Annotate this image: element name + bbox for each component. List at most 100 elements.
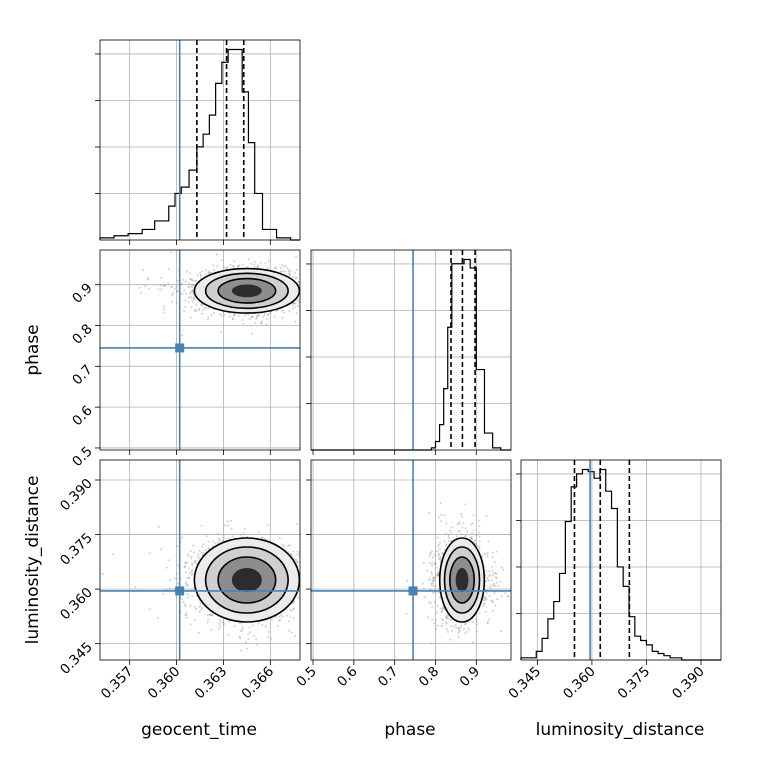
sample-point [266,313,269,316]
sample-point [267,636,269,639]
sample-point [172,292,175,294]
sample-point [207,540,210,543]
sample-point [292,616,295,619]
sample-point [175,290,178,293]
sample-point [226,524,229,527]
sample-point [261,536,264,539]
sample-point [194,561,197,564]
sample-point [212,264,215,267]
sample-point [216,265,219,268]
sample-point [432,579,435,582]
sample-point [281,543,284,546]
sample-point [488,570,491,573]
sample-point [207,307,210,310]
sample-point [228,537,230,540]
sample-point [507,595,509,598]
sample-point [475,620,478,623]
sample-point [210,314,213,317]
sample-point [472,514,475,517]
sample-point [230,527,233,530]
sample-point [432,577,435,580]
joint-geocent-time-vs-luminosity-distance [101,519,300,652]
sample-point [218,313,221,315]
sample-point [184,562,187,565]
sample-point [218,622,221,625]
sample-point [255,637,258,640]
sample-point [223,266,226,269]
sample-point [207,270,210,273]
sample-point [186,596,189,599]
sample-point [188,576,190,579]
sample-point [242,323,245,325]
sample-point [215,253,218,256]
sample-point [464,622,467,625]
sample-point [232,318,235,320]
sample-point [282,545,285,548]
sample-point [112,553,115,556]
sample-point [477,546,480,548]
sample-point [186,576,188,579]
sample-point [448,529,451,532]
sample-point [288,272,291,275]
sample-point [190,296,193,299]
sample-point [191,562,194,565]
sample-point [265,625,267,628]
sample-point [437,553,440,556]
sample-point [291,304,294,307]
panel-hist-geocent-time [100,40,300,240]
sample-point [193,551,196,554]
sample-point [266,524,269,527]
sample-point [470,537,473,540]
sample-point [197,553,200,556]
sample-point [241,319,244,322]
sample-point [437,591,440,594]
sample-point [182,278,185,281]
sample-point [237,264,240,267]
sample-point [193,309,196,312]
sample-point [205,535,208,538]
sample-point [217,627,220,630]
sample-point [184,299,187,302]
sample-point [163,311,166,314]
sample-point [278,618,281,621]
sample-point [280,614,282,617]
sample-point [148,608,151,611]
sample-point [256,265,259,268]
sample-point [200,609,203,612]
sample-point [190,278,193,281]
sample-point [483,602,486,605]
sample-point [159,284,162,287]
sample-point [261,623,264,626]
sample-point [222,623,225,626]
sample-point [198,610,201,613]
sample-point [260,322,263,325]
sample-point [267,260,270,263]
sample-point [203,551,206,554]
sample-point [216,541,219,544]
sample-point [289,544,291,547]
sample-point [167,559,170,562]
sample-point [475,542,478,545]
sample-point [475,630,478,633]
sample-point [229,263,232,266]
sample-point [239,622,242,625]
sample-point [183,603,186,606]
sample-point [450,625,453,628]
sample-point [430,550,433,553]
frame-hist-luminosity-distance [520,459,722,661]
sample-point [192,284,195,287]
sample-point [101,573,104,575]
sample-point [438,516,440,519]
sample-point [200,275,202,277]
sample-point [470,536,473,538]
sample-point [170,300,173,303]
sample-point [177,564,179,567]
sample-point [288,620,290,623]
sample-point [250,316,253,319]
sample-point [470,523,473,526]
sample-point [256,266,259,269]
sample-point [193,605,196,608]
sample-point [249,631,252,634]
sample-point [281,616,284,618]
sample-point [191,291,194,294]
